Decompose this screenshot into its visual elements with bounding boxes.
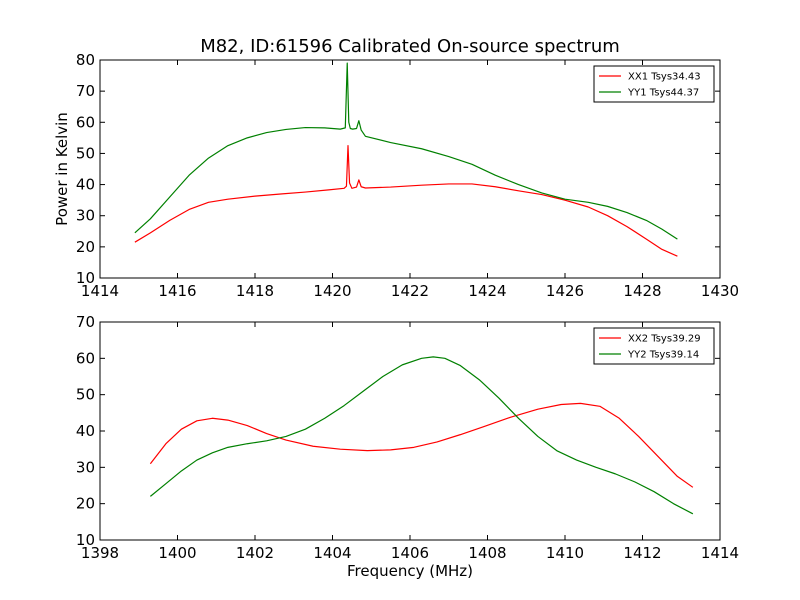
y-tick-label: 10 xyxy=(76,531,95,549)
y-tick-label: 60 xyxy=(76,349,95,367)
legend-entry: XX2 Tsys39.29 xyxy=(628,334,701,345)
y-tick-label: 70 xyxy=(76,313,95,331)
series-line-yy2 xyxy=(149,356,694,515)
series-line-xx2 xyxy=(149,402,694,488)
x-tick-label: 1428 xyxy=(623,282,661,300)
y-tick-label: 40 xyxy=(76,176,95,194)
x-tick-label: 1424 xyxy=(468,282,506,300)
legend-box xyxy=(593,327,715,365)
y-tick-label: 70 xyxy=(76,82,95,100)
x-tick-label: 1416 xyxy=(158,282,196,300)
x-axis-label: Frequency (MHz) xyxy=(347,562,473,580)
y-tick-label: 40 xyxy=(76,422,95,440)
y-tick-label: 20 xyxy=(76,495,95,513)
x-tick-label: 1410 xyxy=(546,544,584,562)
legend-entry: YY2 Tsys39.14 xyxy=(627,350,699,361)
x-tick-label: 1422 xyxy=(391,282,429,300)
legend-entry: XX1 Tsys34.43 xyxy=(628,72,701,83)
chart-title: M82, ID:61596 Calibrated On-source spect… xyxy=(200,36,620,57)
y-tick-label: 30 xyxy=(76,207,95,225)
y-tick-label: 20 xyxy=(76,238,95,256)
legend-box xyxy=(593,65,715,103)
legend-entry: YY1 Tsys44.37 xyxy=(627,88,699,99)
bottom-panel: 1398 1400 1402 1404 1406 1408 1410 1412 1414 10 20… xyxy=(76,313,739,580)
x-tick-label: 1408 xyxy=(468,544,506,562)
x-tick-label: 1426 xyxy=(546,282,584,300)
top-panel: 1414 1416 1418 1420 1422 1424 1426 1428 1430 10 20… xyxy=(53,36,739,300)
x-tick-label: 1402 xyxy=(236,544,274,562)
x-tick-label: 1420 xyxy=(313,282,351,300)
y-tick-label: 10 xyxy=(76,269,95,287)
x-tick-label: 1398 xyxy=(81,544,119,562)
y-tick-label: 50 xyxy=(76,386,95,404)
x-tick-label: 1404 xyxy=(313,544,351,562)
x-tick-label: 1400 xyxy=(158,544,196,562)
series-line-yy1 xyxy=(134,62,678,240)
legend: XX1 Tsys34.43 YY1 Tsys44.37 xyxy=(593,65,715,103)
y-tick-label: 50 xyxy=(76,144,95,162)
x-tick-label: 1406 xyxy=(391,544,429,562)
x-tick-label: 1418 xyxy=(236,282,274,300)
x-tick-label: 1414 xyxy=(81,282,119,300)
x-tick-label: 1412 xyxy=(623,544,661,562)
y-tick-label: 60 xyxy=(76,113,95,131)
legend: XX2 Tsys39.29 YY2 Tsys39.14 xyxy=(593,327,715,365)
y-tick-label: 80 xyxy=(76,51,95,69)
y-axis-label: Power in Kelvin xyxy=(53,112,71,226)
y-tick-label: 30 xyxy=(76,458,95,476)
x-tick-label: 1430 xyxy=(701,282,739,300)
series-line-xx1 xyxy=(134,145,678,257)
x-tick-label: 1414 xyxy=(701,544,739,562)
